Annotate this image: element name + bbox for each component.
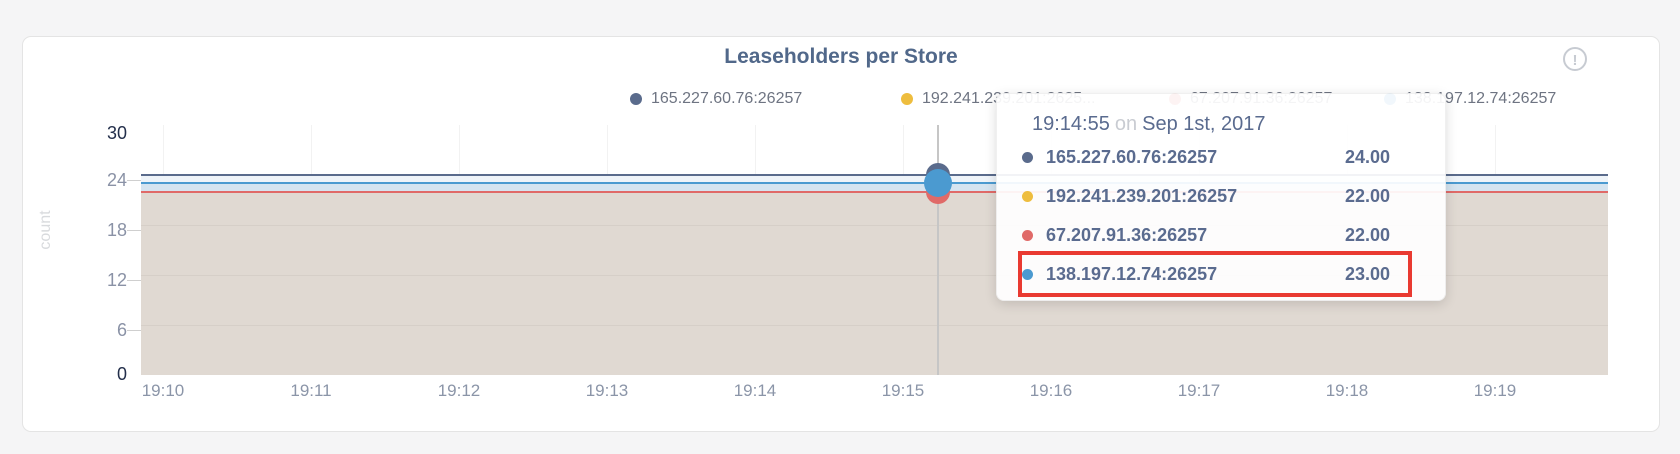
y-axis-tick-label: 12 bbox=[106, 270, 127, 290]
x-axis-tick-label: 19:14 bbox=[733, 381, 777, 400]
tooltip-date: Sep 1st, 2017 bbox=[1142, 113, 1266, 135]
tooltip-row: 67.207.91.36:26257 22.00 bbox=[1022, 216, 1390, 255]
chart-title: Leaseholders per Store bbox=[724, 45, 958, 68]
tooltip-row: 165.227.60.76:26257 24.00 bbox=[1022, 138, 1390, 177]
series-dot-icon bbox=[1022, 230, 1033, 241]
highlight-annotation-box bbox=[1018, 251, 1412, 297]
tooltip-series-value: 23.00 bbox=[1344, 264, 1390, 284]
gridline bbox=[141, 325, 1608, 326]
y-axis-tick bbox=[127, 230, 141, 231]
chart-tooltip: 19:14:55 on Sep 1st, 2017 165.227.60.76:26… bbox=[996, 93, 1446, 301]
tooltip-series-name: 192.241.239.201:26257 bbox=[1046, 186, 1238, 206]
y-axis-title: count bbox=[37, 210, 54, 250]
area-fill-band bbox=[141, 175, 1608, 184]
legend-dot-icon bbox=[630, 93, 642, 105]
area-fill-band bbox=[141, 183, 1608, 192]
series-line-blue bbox=[141, 182, 1608, 185]
legend-dot-icon bbox=[901, 93, 913, 105]
series-dot-icon bbox=[1022, 191, 1033, 202]
tooltip-timestamp: 19:14:55 on Sep 1st, 2017 bbox=[1032, 110, 1390, 138]
legend-label: 165.227.60.76:26257 bbox=[651, 90, 803, 107]
y-axis-tick-label: 6 bbox=[116, 320, 127, 340]
series-line-red bbox=[141, 190, 1608, 193]
series-line-slate bbox=[141, 174, 1608, 176]
hover-guideline bbox=[937, 125, 939, 375]
y-axis-tick bbox=[127, 330, 141, 331]
y-axis-tick-label: 24 bbox=[106, 170, 127, 190]
series-dot-icon bbox=[1022, 152, 1033, 163]
gridline bbox=[141, 275, 1608, 276]
tooltip-row-highlighted: 138.197.12.74:26257 23.00 bbox=[1022, 255, 1390, 294]
tooltip-row: 192.241.239.201:26257 22.00 bbox=[1022, 177, 1390, 216]
y-axis-tick-label: 30 bbox=[106, 123, 127, 143]
x-axis-tick-label: 19:18 bbox=[1325, 381, 1369, 400]
hover-point-blue[interactable] bbox=[924, 169, 952, 198]
x-axis-tick-label: 19:13 bbox=[585, 381, 629, 400]
x-axis-tick-label: 19:17 bbox=[1177, 381, 1221, 400]
y-axis-tick-label: 0 bbox=[116, 364, 127, 384]
tooltip-on-word: on bbox=[1114, 113, 1138, 135]
x-axis-tick-label: 19:15 bbox=[881, 381, 925, 400]
y-axis-tick-label: 18 bbox=[106, 220, 127, 240]
y-axis-tick bbox=[127, 180, 141, 181]
tooltip-series-name: 67.207.91.36:26257 bbox=[1046, 225, 1208, 245]
x-axis-tick-label: 19:12 bbox=[437, 381, 481, 400]
x-axis-tick-label: 19:19 bbox=[1473, 381, 1517, 400]
tooltip-series-name: 138.197.12.74:26257 bbox=[1046, 264, 1218, 284]
x-axis-tick-label: 19:11 bbox=[290, 381, 332, 400]
info-icon[interactable]: ! bbox=[1563, 47, 1587, 71]
y-axis-tick bbox=[127, 280, 141, 281]
tooltip-series-value: 24.00 bbox=[1344, 147, 1390, 167]
gridline bbox=[141, 225, 1608, 226]
chart-card: Leaseholders per Store ! 165.227.60.76:2… bbox=[22, 36, 1660, 432]
x-axis-tick-label: 19:10 bbox=[141, 381, 185, 400]
tooltip-series-name: 165.227.60.76:26257 bbox=[1046, 147, 1218, 167]
tooltip-time: 19:14:55 bbox=[1032, 113, 1110, 135]
legend-item[interactable]: 165.227.60.76:26257 bbox=[630, 89, 802, 109]
x-axis-tick-label: 19:16 bbox=[1029, 381, 1073, 400]
series-dot-icon bbox=[1022, 269, 1033, 280]
tooltip-series-value: 22.00 bbox=[1344, 225, 1390, 245]
tooltip-series-value: 22.00 bbox=[1344, 186, 1390, 206]
